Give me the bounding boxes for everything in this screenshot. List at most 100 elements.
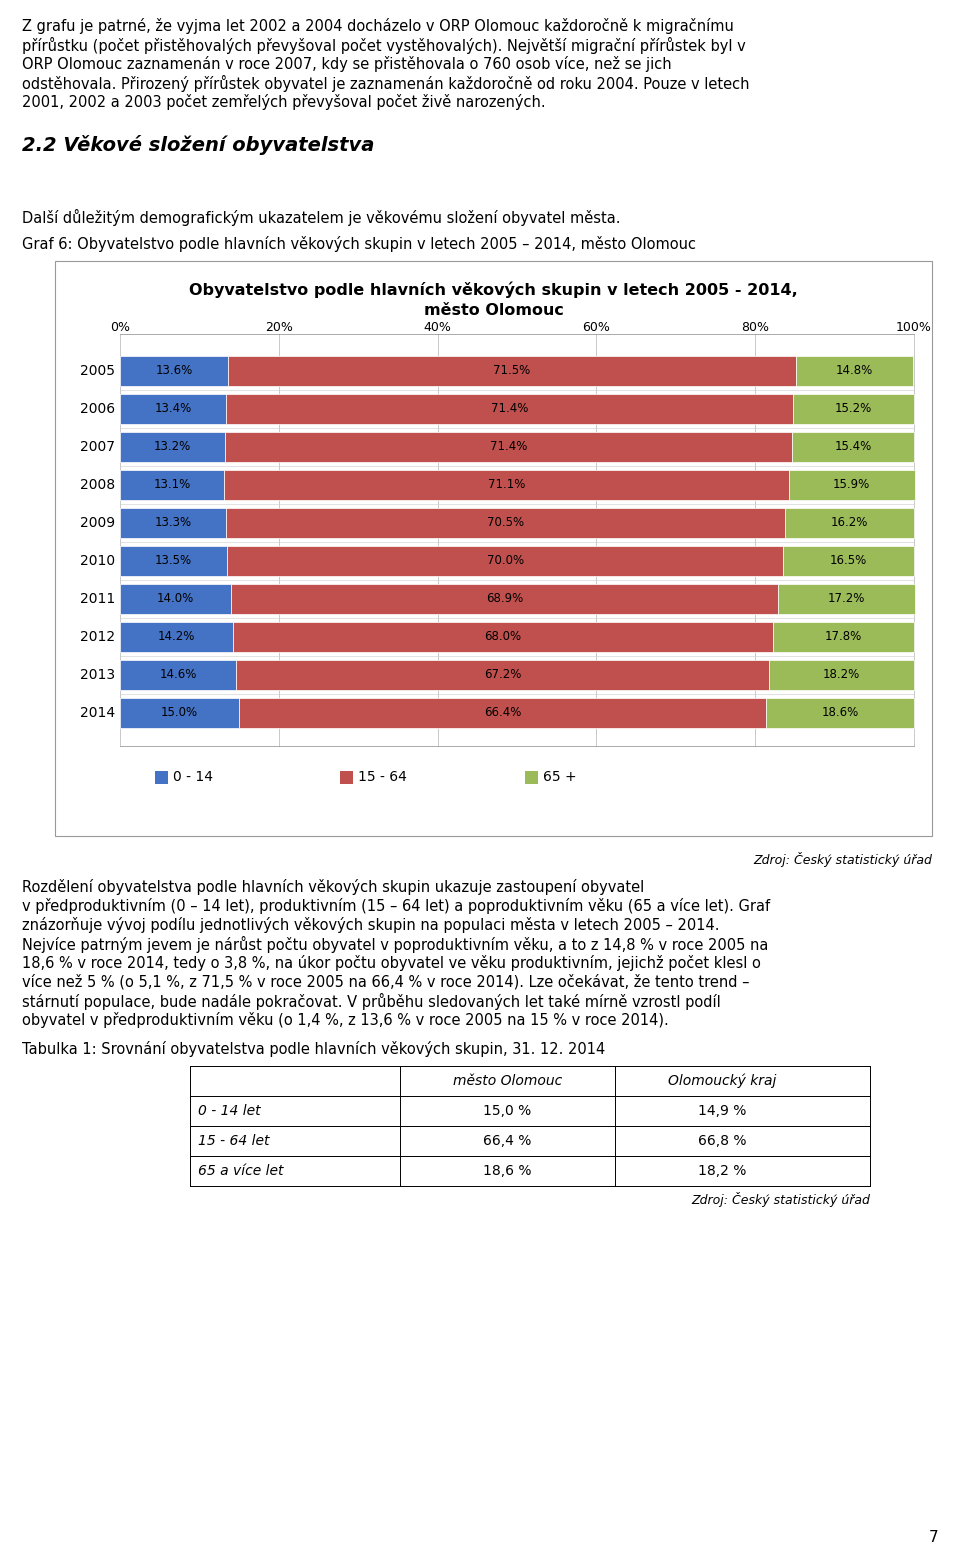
Bar (120, 661, 236, 690)
Text: 14,9 %: 14,9 % (698, 1105, 747, 1118)
Text: 13.2%: 13.2% (154, 441, 191, 453)
Text: město Olomouc: město Olomouc (453, 1074, 563, 1088)
Bar (779, 585, 915, 614)
Text: 66.4%: 66.4% (484, 707, 521, 719)
Text: Zdroj: Český statistický úřad: Zdroj: Český statistický úřad (691, 1193, 870, 1207)
Bar (228, 356, 796, 387)
Text: 0%: 0% (110, 320, 130, 334)
Text: 15.4%: 15.4% (834, 441, 872, 453)
Bar (236, 661, 770, 690)
Bar (120, 394, 227, 424)
Text: 71.4%: 71.4% (490, 441, 527, 453)
Text: 20%: 20% (265, 320, 293, 334)
Text: 18.2%: 18.2% (823, 668, 860, 682)
Bar (793, 394, 914, 424)
Text: Olomoucký kraj: Olomoucký kraj (668, 1074, 777, 1088)
Text: 66,4 %: 66,4 % (483, 1134, 532, 1148)
Bar (120, 546, 228, 575)
Bar (120, 356, 228, 387)
Text: 68.9%: 68.9% (486, 593, 523, 605)
Bar (226, 507, 785, 538)
Text: 15.0%: 15.0% (161, 707, 198, 719)
Text: 2.2 Věkové složení obyvatelstva: 2.2 Věkové složení obyvatelstva (22, 135, 374, 155)
Text: 15.2%: 15.2% (835, 402, 873, 416)
Bar (792, 432, 914, 463)
Bar (228, 546, 783, 575)
Text: 66,8 %: 66,8 % (698, 1134, 747, 1148)
Text: 14.2%: 14.2% (157, 631, 195, 644)
Bar (224, 470, 788, 500)
Text: 13.5%: 13.5% (155, 554, 192, 568)
Bar (155, 770, 168, 784)
Bar (225, 432, 792, 463)
Text: 2007: 2007 (80, 439, 115, 453)
Text: 71.5%: 71.5% (493, 365, 531, 377)
Bar (783, 546, 914, 575)
Text: 18,6 %: 18,6 % (483, 1163, 532, 1177)
Text: 71.4%: 71.4% (492, 402, 529, 416)
Text: znázorňuje vývoj podílu jednotlivých věkových skupin na populaci města v letech : znázorňuje vývoj podílu jednotlivých věk… (22, 917, 719, 933)
Text: přírůstku (počet přistěhovalých převyšoval počet vystěhovalých). Největší migrač: přírůstku (počet přistěhovalých převyšov… (22, 37, 746, 54)
Text: 0 - 14 let: 0 - 14 let (198, 1105, 260, 1118)
Text: 2014: 2014 (80, 705, 115, 719)
Text: 2012: 2012 (80, 630, 115, 644)
Bar (796, 356, 913, 387)
Text: 65 +: 65 + (543, 770, 577, 784)
Text: Rozdělení obyvatelstva podle hlavních věkových skupin ukazuje zastoupení obyvate: Rozdělení obyvatelstva podle hlavních vě… (22, 879, 644, 896)
Text: 18,6 % v roce 2014, tedy o 3,8 %, na úkor počtu obyvatel ve věku produktivním, j: 18,6 % v roce 2014, tedy o 3,8 %, na úko… (22, 954, 761, 972)
Text: ORP Olomouc zaznamenán v roce 2007, kdy se přistěhovala o 760 osob více, než se : ORP Olomouc zaznamenán v roce 2007, kdy … (22, 56, 672, 73)
Text: 16.5%: 16.5% (829, 554, 867, 568)
Bar (785, 507, 914, 538)
Text: odstěhovala. Přirozený přírůstek obyvatel je zaznamenán každoročně od roku 2004.: odstěhovala. Přirozený přírůstek obyvate… (22, 74, 750, 91)
Text: 13.6%: 13.6% (156, 365, 193, 377)
Text: 18.6%: 18.6% (822, 707, 859, 719)
Text: 14.8%: 14.8% (836, 365, 873, 377)
Text: 15 - 64 let: 15 - 64 let (198, 1134, 270, 1148)
Text: více než 5 % (o 5,1 %, z 71,5 % v roce 2005 na 66,4 % v roce 2014). Lze očekávat: více než 5 % (o 5,1 %, z 71,5 % v roce 2… (22, 975, 750, 990)
Text: 2010: 2010 (80, 554, 115, 568)
Text: 40%: 40% (423, 320, 451, 334)
Text: 2008: 2008 (80, 478, 115, 492)
Text: 17.8%: 17.8% (825, 631, 862, 644)
Text: 2006: 2006 (80, 402, 115, 416)
Bar (766, 698, 914, 729)
Text: Nejvíce patrným jevem je nárůst počtu obyvatel v poproduktivním věku, a to z 14,: Nejvíce patrným jevem je nárůst počtu ob… (22, 936, 768, 953)
Bar (120, 622, 232, 651)
Bar (232, 622, 773, 651)
Text: 14.6%: 14.6% (159, 668, 197, 682)
Text: 13.4%: 13.4% (155, 402, 192, 416)
Text: Tabulka 1: Srovnání obyvatelstva podle hlavních věkových skupin, 31. 12. 2014: Tabulka 1: Srovnání obyvatelstva podle h… (22, 1041, 605, 1057)
Text: 13.1%: 13.1% (154, 478, 191, 492)
Text: Zdroj: Český statistický úřad: Zdroj: Český statistický úřad (754, 852, 932, 866)
Text: 18,2 %: 18,2 % (698, 1163, 747, 1177)
Bar (120, 432, 225, 463)
Text: 2009: 2009 (80, 517, 115, 531)
Text: 2013: 2013 (80, 668, 115, 682)
Text: 60%: 60% (583, 320, 611, 334)
Text: 67.2%: 67.2% (484, 668, 521, 682)
Bar (525, 770, 538, 784)
Text: město Olomouc: město Olomouc (423, 303, 564, 319)
Text: 2005: 2005 (80, 364, 115, 377)
Bar (120, 470, 224, 500)
Text: 80%: 80% (741, 320, 769, 334)
Text: 65 a více let: 65 a více let (198, 1163, 283, 1177)
Text: 71.1%: 71.1% (488, 478, 525, 492)
Bar (227, 394, 793, 424)
Bar (773, 622, 914, 651)
Text: 70.5%: 70.5% (487, 517, 524, 529)
Text: 0 - 14: 0 - 14 (173, 770, 213, 784)
Text: 7: 7 (928, 1530, 938, 1545)
Text: 70.0%: 70.0% (487, 554, 523, 568)
Text: 16.2%: 16.2% (831, 517, 869, 529)
Text: 100%: 100% (896, 320, 932, 334)
Text: 2001, 2002 a 2003 počet zemřelých převyšoval počet živě narozených.: 2001, 2002 a 2003 počet zemřelých převyš… (22, 94, 545, 110)
Text: v předproduktivním (0 – 14 let), produktivním (15 – 64 let) a poproduktivním věk: v předproduktivním (0 – 14 let), produkt… (22, 897, 770, 914)
Text: 15 - 64: 15 - 64 (358, 770, 407, 784)
Bar (120, 507, 226, 538)
Bar (120, 585, 231, 614)
Text: 14.0%: 14.0% (156, 593, 194, 605)
Bar (788, 470, 915, 500)
Text: Graf 6: Obyvatelstvo podle hlavních věkových skupin v letech 2005 – 2014, město : Graf 6: Obyvatelstvo podle hlavních věko… (22, 237, 696, 252)
Text: 15,0 %: 15,0 % (484, 1105, 532, 1118)
